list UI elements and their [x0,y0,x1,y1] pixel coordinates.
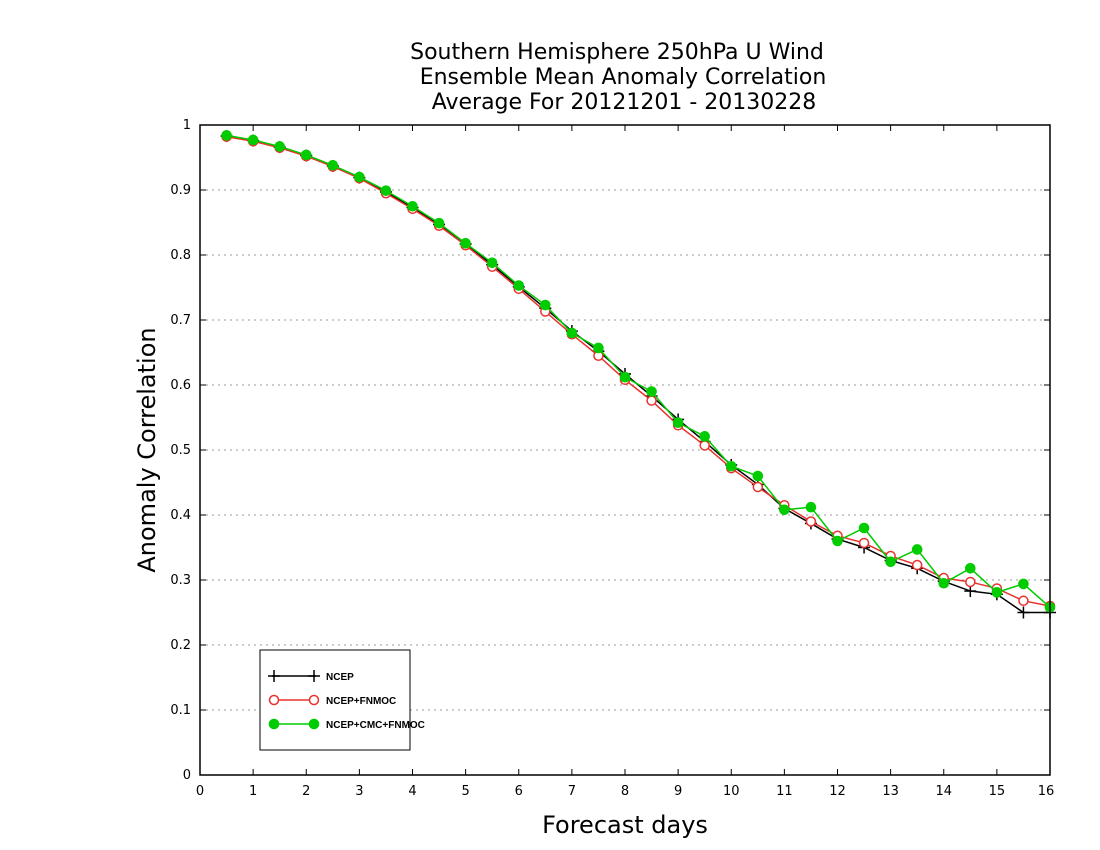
data-point [672,417,684,429]
legend-label: NCEP+CMC+FNMOC [326,720,425,731]
x-tick-label: 2 [302,784,310,799]
x-tick-label: 10 [723,784,740,799]
y-tick-label: 0.2 [170,638,191,653]
data-point [354,171,365,183]
legend-marker [268,718,280,730]
y-tick-label: 0 [183,768,191,783]
y-tick-label: 0.6 [170,378,191,393]
x-tick-label: 13 [882,784,899,799]
data-point [832,535,843,547]
data-point [779,504,790,516]
data-point [725,460,737,472]
data-point [858,537,870,549]
x-tick-label: 6 [515,784,523,799]
series-line [226,134,1051,608]
series-line [226,135,1051,607]
tick-layer: 00.10.20.30.40.50.60.70.80.910 1 2 3 4 5 6 7 8 9 1… [170,118,1054,799]
data-point [805,501,817,513]
series-1 [221,131,1056,612]
data-point [911,559,923,571]
x-tick-label: 12 [829,784,846,799]
data-point [646,395,657,406]
series-line [226,135,1050,614]
legend-marker [268,694,280,706]
data-point [1017,606,1030,619]
data-point [965,576,976,588]
chart-title: Southern Hemisphere 250hPa U Wind Ensemb… [410,40,826,115]
y-tick-label: 0.5 [170,443,191,458]
legend-marker [268,670,280,682]
x-tick-label: 15 [989,784,1006,799]
y-axis-label: Anomaly Correlation [133,327,161,572]
data-point [433,217,445,229]
data-point [540,299,551,311]
x-tick-label: 8 [621,784,629,799]
data-point [885,556,896,568]
data-point [1018,595,1029,607]
x-tick-label: 4 [408,784,416,799]
data-point [247,134,259,146]
data-point [646,386,657,397]
data-point [566,327,578,339]
title-line-2: Ensemble Mean Anomaly Correlation [420,65,827,90]
grid-layer [200,189,1050,711]
y-tick-label: 0.3 [170,573,191,588]
data-point [699,440,710,451]
data-point [1018,578,1029,590]
x-tick-label: 16 [1038,784,1055,799]
y-tick-label: 0.9 [170,183,191,198]
x-axis-label: Forecast days [542,811,708,839]
x-tick-label: 9 [674,784,682,799]
y-tick-label: 0.8 [170,248,191,263]
data-point [221,130,232,141]
data-point [619,371,631,383]
series-2 [221,130,1056,613]
data-point [991,587,1003,598]
data-point [699,431,710,442]
data-point [805,516,817,527]
data-point [593,342,604,354]
series-0 [220,130,1056,619]
data-point [460,238,471,249]
data-point [380,185,392,196]
data-point [327,160,339,171]
data-point [752,481,764,493]
y-tick-label: 0.7 [170,313,191,328]
series-layer [220,130,1056,619]
x-tick-label: 7 [568,784,576,799]
legend-marker [308,718,320,730]
x-tick-label: 3 [355,784,363,799]
legend-label: NCEP+FNMOC [326,696,396,707]
data-point [407,200,418,212]
x-tick-label: 14 [935,784,952,799]
legend-label: NCEP [326,672,354,683]
title-line-1: Southern Hemisphere 250hPa U Wind [410,40,824,65]
y-tick-label: 1 [183,118,191,133]
x-tick-label: 0 [196,784,204,799]
legend-marker [308,670,320,682]
data-point [911,544,923,555]
legend-entry-0: NCEP [268,670,354,683]
y-tick-label: 0.4 [170,508,191,523]
x-tick-label: 1 [249,784,257,799]
data-point [752,470,764,482]
data-point [938,577,950,589]
data-point [858,522,870,534]
x-tick-label: 11 [776,784,793,799]
data-point [513,280,525,291]
data-point [274,141,285,152]
legend: NCEP NCEP+FNMOC NCEP+CMC+FNMOC [259,649,425,751]
data-point [300,149,312,161]
data-point [965,563,976,574]
title-line-3: Average For 20121201 - 20130228 [432,90,817,115]
data-point [486,257,498,269]
legend-entry-2: NCEP+CMC+FNMOC [268,718,425,731]
x-tick-label: 5 [461,784,469,799]
legend-marker [308,694,320,706]
legend-entry-1: NCEP+FNMOC [268,694,396,707]
y-tick-label: 0.1 [170,703,191,718]
